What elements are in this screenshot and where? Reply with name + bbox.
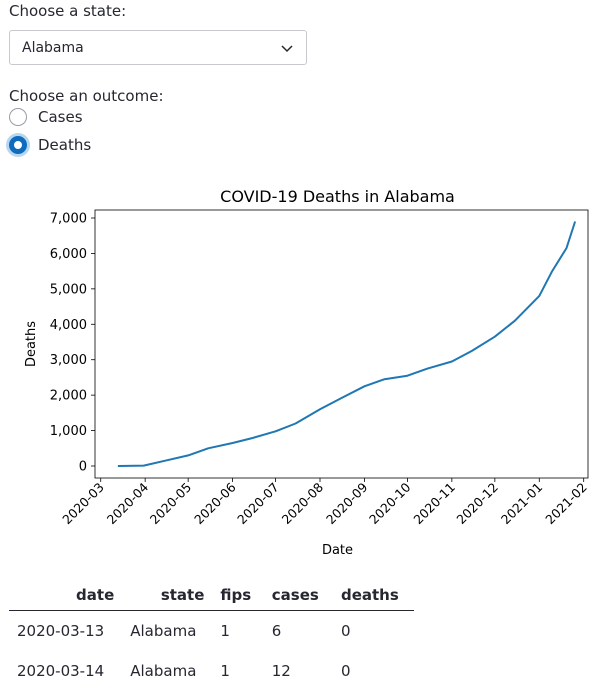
plot-frame	[95, 210, 588, 478]
state-select[interactable]: Alabama	[9, 30, 307, 65]
y-tick-label: 4,000	[50, 318, 87, 333]
x-axis-label: Date	[322, 543, 353, 558]
y-tick-label: 3,000	[50, 353, 87, 368]
x-tick-label: 2020-07	[234, 480, 282, 528]
table-cell-cases: 12	[264, 651, 333, 691]
deaths-series-line	[118, 222, 575, 467]
x-tick-label: 2021-01	[498, 480, 546, 528]
table-cell-deaths: 0	[333, 611, 414, 652]
column-header-deaths[interactable]: deaths	[333, 580, 414, 611]
radio-circle-selected[interactable]	[9, 136, 27, 154]
y-tick-label: 7,000	[50, 212, 87, 227]
x-tick-label: 2020-08	[279, 479, 327, 527]
y-axis-label: Deaths	[24, 321, 39, 367]
radio-deaths-label: Deaths	[38, 136, 91, 154]
y-tick-label: 0	[79, 460, 87, 475]
state-select-value: Alabama	[22, 40, 84, 56]
column-header-cases[interactable]: cases	[264, 580, 333, 611]
column-header-state[interactable]: state	[122, 580, 212, 611]
outcome-label: Choose an outcome:	[9, 87, 164, 105]
column-header-date[interactable]: date	[9, 580, 122, 611]
table-cell-date: 2020-03-14	[9, 651, 122, 691]
column-header-fips[interactable]: fips	[212, 580, 263, 611]
table-cell-deaths: 0	[333, 651, 414, 691]
x-tick-label: 2020-05	[147, 480, 195, 528]
table-cell-cases: 6	[264, 611, 333, 652]
x-tick-label: 2020-10	[366, 479, 414, 527]
table-cell-fips: 1	[212, 611, 263, 652]
y-tick-label: 2,000	[50, 389, 87, 404]
x-tick-label: 2020-11	[410, 480, 458, 528]
table-cell-fips: 1	[212, 651, 263, 691]
x-tick-label: 2020-03	[59, 480, 107, 528]
x-tick-label: 2020-04	[104, 479, 152, 527]
y-tick-label: 6,000	[50, 247, 87, 262]
radio-circle[interactable]	[9, 108, 27, 126]
x-tick-label: 2020-12	[453, 480, 501, 528]
state-select-label: Choose a state:	[9, 2, 126, 20]
table-cell-date: 2020-03-13	[9, 611, 122, 652]
x-tick-label: 2020-06	[191, 479, 239, 527]
y-tick-label: 5,000	[50, 282, 87, 297]
x-tick-label: 2020-09	[323, 479, 371, 527]
table-cell-state: Alabama	[122, 651, 212, 691]
y-tick-label: 1,000	[50, 424, 87, 439]
chart-title: COVID-19 Deaths in Alabama	[220, 187, 455, 206]
table-cell-state: Alabama	[122, 611, 212, 652]
x-tick-label: 2021-02	[542, 480, 590, 528]
deaths-line-chart: COVID-19 Deaths in Alabama 0 1,000 2,000 3,0…	[0, 180, 614, 570]
chevron-down-icon	[280, 42, 294, 56]
radio-cases-label: Cases	[38, 108, 83, 126]
